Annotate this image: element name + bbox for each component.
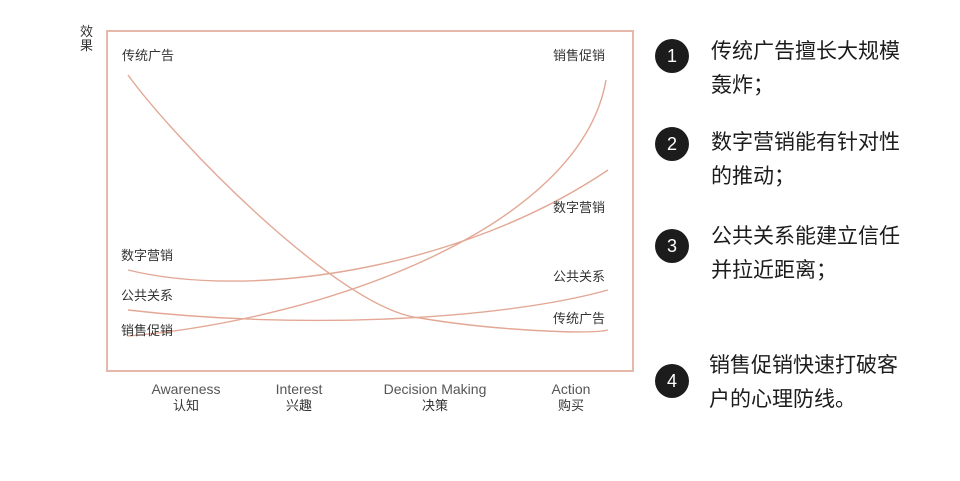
stage-cn: 决策 — [360, 398, 510, 416]
number-badge: 3 — [655, 229, 689, 263]
stage-interest: Interest 兴趣 — [224, 380, 374, 416]
label-public-relations-right: 公共关系 — [553, 271, 605, 285]
label-traditional-ads-top: 传统广告 — [122, 50, 174, 64]
number-badge: 4 — [655, 364, 689, 398]
curve-public-relations — [128, 290, 608, 320]
label-sales-promotion-top: 销售促销 — [553, 50, 605, 64]
label-public-relations-left: 公共关系 — [121, 290, 173, 304]
curve-traditional-ads — [128, 75, 608, 332]
label-digital-marketing-left: 数字营销 — [121, 250, 173, 264]
curve-digital-marketing — [128, 170, 608, 281]
note-text: 公共关系能建立信任并拉近距离； — [711, 219, 901, 287]
number-badge: 2 — [655, 127, 689, 161]
stage-en: Interest — [224, 380, 374, 398]
label-traditional-ads-right: 传统广告 — [553, 313, 605, 327]
note-text: 销售促销快速打破客户的心理防线。 — [709, 348, 899, 416]
stage-action: Action 购买 — [496, 380, 646, 416]
stage-decision-making: Decision Making 决策 — [360, 380, 510, 416]
stage-cn: 购买 — [496, 398, 646, 416]
stage-en: Decision Making — [360, 380, 510, 398]
stage-en: Action — [496, 380, 646, 398]
label-sales-promotion-left: 销售促销 — [121, 325, 173, 339]
number-badge: 1 — [655, 39, 689, 73]
note-text: 数字营销能有针对性的推动； — [711, 125, 901, 193]
label-digital-marketing-right: 数字营销 — [553, 202, 605, 216]
stage-cn: 兴趣 — [224, 398, 374, 416]
note-text: 传统广告擅长大规模轰炸； — [711, 34, 901, 102]
